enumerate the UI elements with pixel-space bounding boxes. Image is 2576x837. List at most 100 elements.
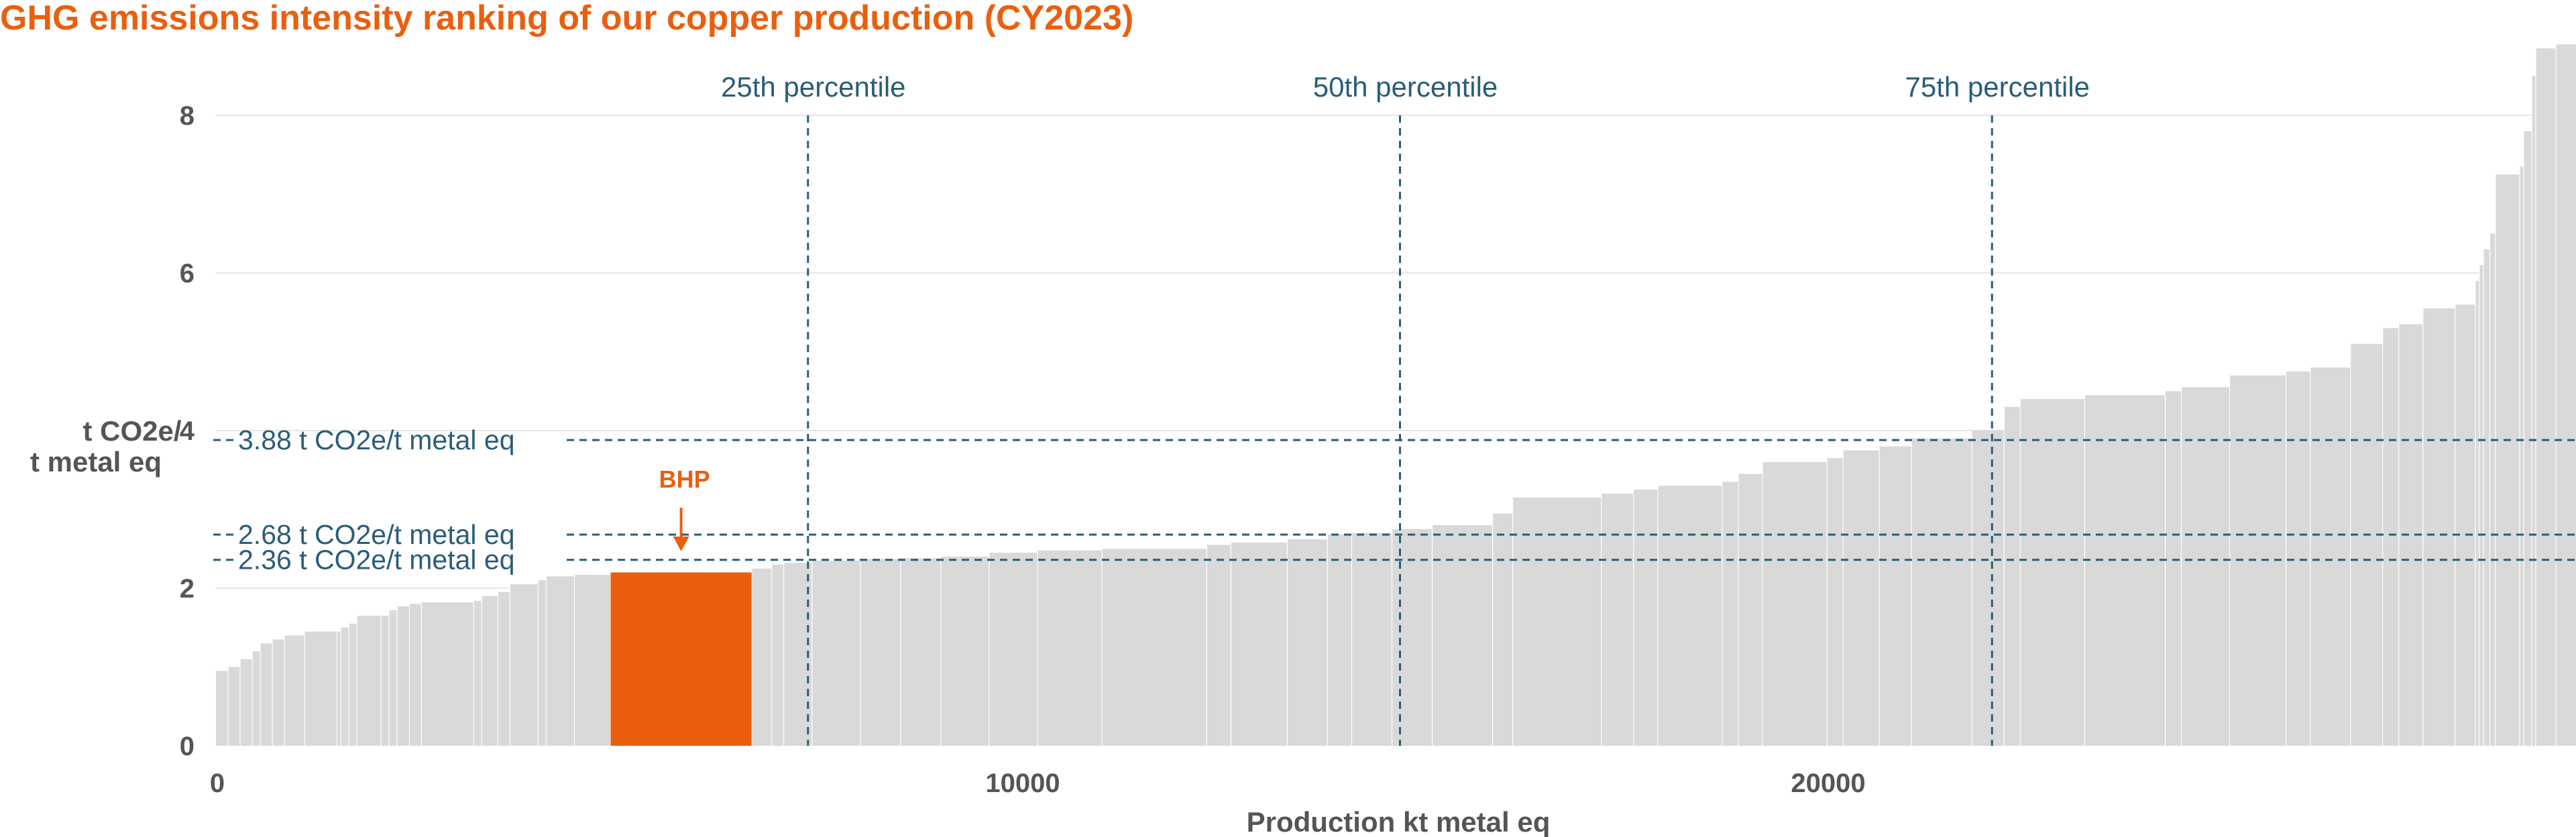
bar	[1351, 533, 1392, 746]
bar	[538, 580, 547, 746]
bar	[2286, 371, 2310, 746]
bar	[860, 559, 901, 746]
bar	[1231, 542, 1288, 746]
bar	[1827, 458, 1844, 746]
bar	[811, 560, 860, 746]
bar	[900, 558, 941, 746]
bar	[2181, 387, 2230, 746]
bar	[272, 639, 285, 746]
x-tick-20000: 20000	[1791, 769, 1865, 798]
bar	[1911, 438, 1972, 746]
bar	[397, 606, 410, 746]
bar	[389, 610, 398, 746]
x-tick-labels: 0 10000 20000	[210, 769, 1866, 798]
bar	[1492, 513, 1513, 746]
bar	[1972, 431, 2005, 746]
percentile-lines: 25th percentile 50th percentile 75th perce…	[721, 71, 2090, 746]
bar	[2531, 76, 2536, 746]
bar	[498, 592, 510, 746]
bar	[228, 667, 241, 746]
bar	[1102, 549, 1207, 746]
bar	[1738, 473, 1762, 746]
bar	[771, 564, 784, 746]
chart-title: GHG emissions intensity ranking of our c…	[0, 0, 1133, 38]
bar	[751, 568, 772, 746]
bar	[349, 623, 357, 746]
bar	[1038, 550, 1103, 746]
bhp-arrow-head	[673, 537, 689, 551]
bar	[1879, 446, 1912, 746]
reference-label-3: 2.36 t CO2e/t metal eq	[238, 545, 515, 575]
bar	[2165, 391, 2182, 746]
bar	[240, 659, 253, 746]
y-axis-label-line2: t metal eq	[30, 446, 162, 478]
bar	[2422, 308, 2455, 746]
percentile-label-2: 50th percentile	[1313, 71, 1498, 103]
bar	[1762, 462, 1828, 746]
bar	[2519, 166, 2524, 746]
y-tick-6: 6	[180, 259, 194, 288]
y-tick-2: 2	[180, 574, 194, 604]
bar	[2523, 131, 2532, 746]
bar	[337, 631, 341, 746]
bar	[2084, 395, 2166, 746]
bar	[574, 575, 611, 746]
bar	[2555, 44, 2576, 746]
bar	[2020, 399, 2085, 746]
bar	[473, 600, 482, 746]
bar	[2310, 368, 2351, 746]
bar	[2535, 48, 2556, 746]
bar	[2455, 304, 2475, 746]
bar	[1327, 535, 1352, 746]
bars	[216, 44, 2576, 746]
x-tick-10000: 10000	[985, 769, 1060, 798]
reference-label-2: 2.68 t CO2e/t metal eq	[238, 519, 515, 550]
y-axis-label-line1: t CO2e/	[82, 415, 181, 447]
bar	[482, 596, 498, 746]
bar	[304, 631, 337, 746]
bar	[341, 627, 349, 746]
percentile-label-1: 25th percentile	[721, 71, 906, 103]
y-tick-4: 4	[180, 416, 195, 446]
bar	[284, 635, 305, 746]
y-tick-8: 8	[180, 101, 194, 131]
percentile-label-3: 75th percentile	[1905, 71, 2090, 103]
bhp-bar	[610, 572, 752, 746]
x-tick-0: 0	[210, 769, 225, 798]
bar	[357, 616, 382, 746]
bar	[1657, 486, 1722, 746]
bhp-highlight: BHP	[610, 465, 752, 746]
bar	[1392, 528, 1433, 746]
bar	[1207, 545, 1231, 746]
x-axis-label: Production kt metal eq	[1247, 806, 1551, 837]
bar	[2475, 280, 2479, 746]
bar	[409, 604, 422, 746]
bar	[1843, 450, 1880, 746]
bar	[510, 584, 539, 746]
bar	[1432, 525, 1493, 746]
bar	[421, 602, 474, 746]
bar	[1633, 490, 1658, 746]
bar	[1287, 539, 1328, 746]
y-tick-0: 0	[180, 732, 194, 761]
reference-lines: 3.88 t CO2e/t metal eq 2.68 t CO2e/t meta…	[213, 425, 2576, 575]
bar	[2483, 249, 2490, 746]
bar	[216, 671, 229, 746]
bhp-label: BHP	[659, 465, 710, 493]
bar	[381, 616, 390, 746]
bar	[2350, 343, 2383, 746]
bar	[1512, 497, 1602, 746]
reference-label-1: 3.88 t CO2e/t metal eq	[238, 425, 515, 455]
bar	[252, 651, 261, 746]
bar	[1601, 494, 1634, 746]
bar	[940, 557, 989, 746]
bar	[2489, 233, 2496, 746]
bar	[2495, 174, 2520, 746]
y-tick-labels: 0 2 4 6 8	[180, 101, 195, 761]
bar	[546, 576, 575, 746]
bar	[2479, 265, 2483, 746]
bar	[260, 643, 273, 746]
bar	[2004, 406, 2021, 746]
bar	[2382, 328, 2399, 746]
